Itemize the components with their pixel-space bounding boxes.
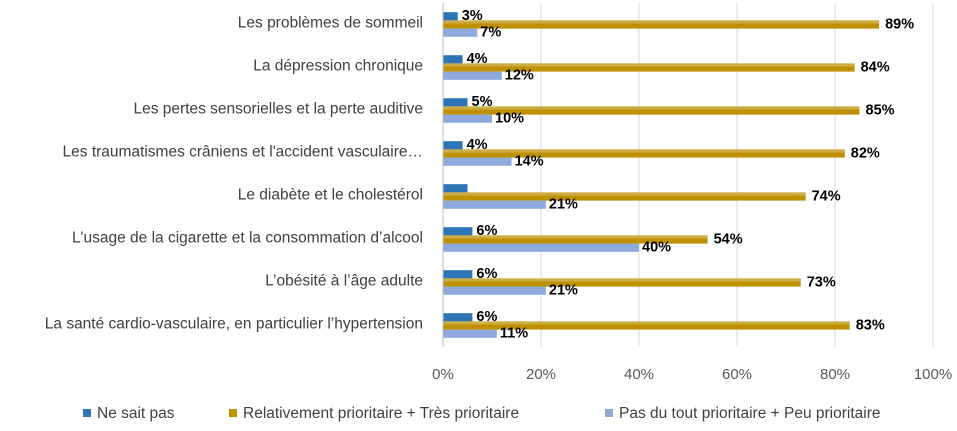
bar-highlight [443,149,845,153]
data-label: 12% [505,68,534,84]
x-tick-label: 0% [432,366,454,383]
data-label: 4% [467,51,488,67]
bar [443,55,463,64]
category-label: La santé cardio-vasculaire, en particuli… [45,316,423,333]
bars [443,12,880,338]
data-label: 74% [812,188,841,204]
x-tick-label: 80% [820,366,850,383]
bar [443,192,806,201]
bar-highlight [443,106,860,110]
bar [443,71,502,80]
bar-highlight [443,278,801,282]
bar [443,200,546,209]
data-label: 21% [549,197,578,213]
bar-highlight [443,63,855,67]
bar [443,114,492,123]
category-label: La dépression chronique [253,58,423,75]
legend-swatch [605,409,613,417]
data-label: 84% [861,59,890,75]
bar [443,227,473,236]
data-label: 21% [549,283,578,299]
data-labels: 3% 89% 7% 4% 84% 12% 5% 85% 10% 4% 82% 14% 74% 21% 6% 5… [462,8,915,341]
bar [443,141,463,150]
data-label: 83% [856,317,885,333]
data-label: 14% [515,154,544,170]
legend: Ne sait pas Relativement prioritaire + Tr… [83,405,880,422]
category-label: Les traumatismes crâniens et l'accident … [63,144,423,161]
legend-label: Relativement prioritaire + Très priorita… [243,405,519,422]
data-label: 73% [807,274,836,290]
bar [443,286,546,295]
data-label: 40% [642,240,671,256]
data-label: 4% [467,137,488,153]
bar [443,329,497,338]
category-label: Le diabète et le cholestérol [238,187,423,204]
bar [443,20,880,29]
data-label: 5% [472,94,493,110]
bar [443,149,845,158]
legend-swatch [83,409,91,417]
legend-label: Ne sait pas [97,405,175,422]
x-tick-label: 60% [722,366,752,383]
x-tick-label: 100% [914,366,952,383]
bar [443,28,478,37]
data-label: 54% [714,231,743,247]
category-label: Les pertes sensorielles et la perte audi… [134,101,424,118]
bar [443,157,512,166]
data-label: 11% [500,326,528,342]
category-label: L’obésité à l’âge adulte [265,273,423,290]
bar [443,235,708,244]
data-label: 82% [851,145,880,161]
x-tick-label: 20% [526,366,556,383]
data-label: 10% [495,111,524,127]
bar [443,278,801,287]
bar-highlight [443,321,850,325]
data-label: 7% [480,25,501,41]
bar [443,184,468,193]
bar [443,12,458,21]
legend-swatch [229,409,237,417]
bar-highlight [443,235,708,239]
bar [443,63,855,72]
grid-lines [540,3,934,347]
bar [443,106,860,115]
bar [443,270,473,279]
bar [443,321,850,330]
data-label: 6% [476,223,497,239]
data-label: 89% [885,16,914,32]
category-label: Les problèmes de sommeil [238,15,423,32]
bar [443,313,473,322]
bar [443,243,639,252]
x-tick-label: 40% [624,366,654,383]
legend-label: Pas du tout prioritaire + Peu prioritair… [619,405,880,422]
data-label: 6% [476,309,497,325]
bar [443,98,468,107]
bar-highlight [443,192,806,196]
category-label: L'usage de la cigarette et la consommati… [72,230,423,247]
data-label: 6% [476,266,497,282]
axes: 0% 20% 40% 60% 80% 100% Les problèmes de somme… [45,3,952,383]
data-label: 3% [462,8,483,24]
data-label: 85% [866,102,895,118]
bar-highlight [443,20,880,24]
